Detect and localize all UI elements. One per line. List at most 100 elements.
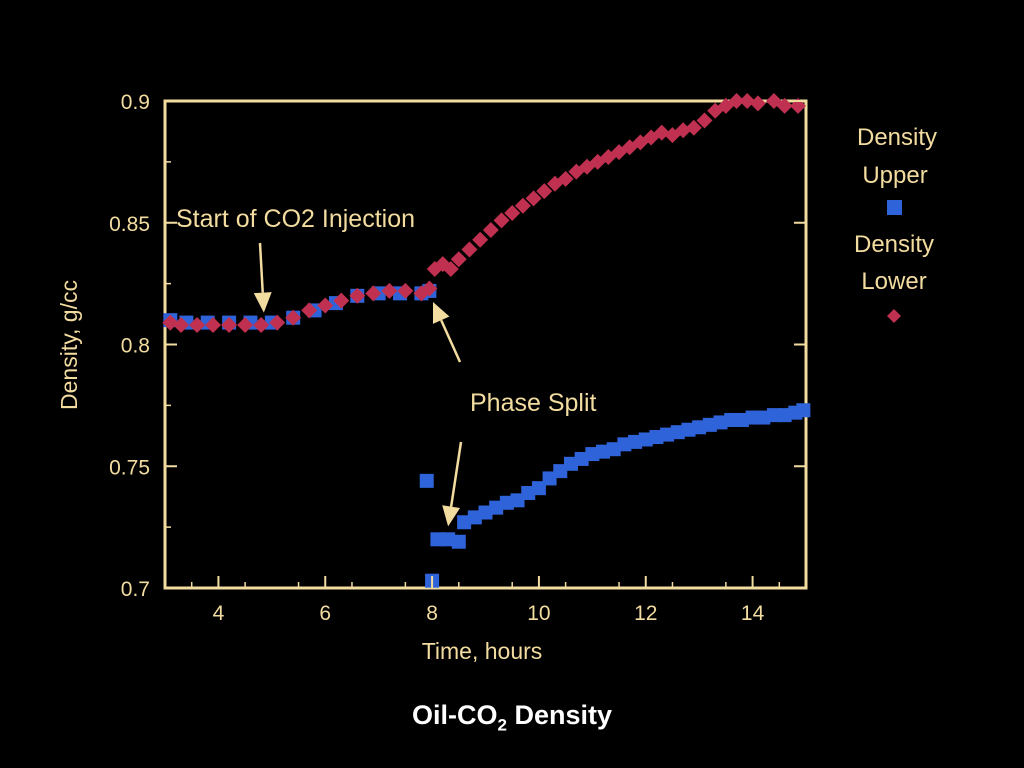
point-density-upper — [702, 417, 717, 432]
point-density-upper — [521, 486, 536, 501]
caption-subscript: 2 — [497, 715, 507, 735]
point-density-upper — [617, 437, 632, 452]
point-density-lower — [162, 314, 179, 331]
x-tick-label: 6 — [319, 602, 331, 625]
point-density-upper — [457, 515, 472, 530]
point-density-upper — [499, 495, 514, 510]
point-density-upper — [531, 481, 546, 496]
point-density-lower — [301, 302, 318, 319]
x-tick-label: 4 — [213, 602, 225, 625]
point-density-lower — [269, 314, 286, 331]
point-density-lower — [285, 309, 302, 326]
point-density-upper — [692, 420, 707, 435]
point-density-upper — [638, 432, 653, 447]
chart-caption: Oil-CO2 Density — [0, 700, 1024, 735]
point-density-lower — [739, 93, 756, 109]
point-density-upper — [563, 456, 578, 471]
density-chart: 4 6 8 10 12 14 0.7 0.75 0.8 0.85 0.9 Start of CO2… — [56, 91, 937, 664]
point-density-lower — [685, 119, 702, 136]
annotation-co2-injection: Start of CO2 Injection — [176, 205, 415, 233]
arrow-head — [253, 292, 272, 313]
arrow-shaft — [440, 319, 462, 363]
caption-suffix: Density — [506, 700, 612, 730]
point-density-lower — [525, 190, 542, 207]
x-tick-label: 10 — [527, 602, 550, 625]
point-density-lower — [728, 93, 745, 109]
point-density-upper — [596, 444, 611, 459]
arrow-head — [433, 302, 450, 324]
point-density-lower — [253, 317, 270, 334]
legend: Density Upper Density Lower — [854, 124, 937, 323]
point-density-upper — [478, 505, 493, 520]
arrow-phase-split-lower — [433, 302, 462, 363]
point-density-lower — [514, 197, 531, 214]
point-density-upper — [660, 427, 675, 442]
legend-upper-line1: Density — [857, 124, 937, 151]
point-density-lower — [317, 297, 334, 314]
point-density-lower — [653, 124, 670, 141]
point-density-upper — [756, 410, 771, 425]
arrow-phase-split-upper — [442, 441, 463, 527]
point-density-upper — [542, 471, 557, 486]
point-density-upper — [467, 510, 482, 525]
annotations: Start of CO2 Injection Phase Split — [176, 205, 597, 527]
point-density-lower — [365, 285, 382, 302]
point-density-lower — [333, 292, 350, 309]
point-density-upper — [606, 442, 621, 457]
point-density-lower — [675, 122, 692, 139]
point-density-upper — [649, 430, 664, 445]
x-axis-ticks: 4 6 8 10 12 14 — [190, 576, 781, 625]
point-density-upper — [796, 403, 811, 418]
point-density-lower — [557, 170, 574, 187]
legend-lower-line2: Lower — [861, 268, 926, 295]
point-density-upper — [510, 493, 525, 508]
x-tick-label: 12 — [634, 602, 657, 625]
point-density-upper — [430, 532, 445, 547]
series-density-lower — [162, 93, 806, 334]
y-tick-label: 0.7 — [121, 578, 150, 601]
point-density-upper — [553, 464, 568, 479]
y-tick-label: 0.85 — [109, 213, 150, 236]
point-density-lower — [749, 95, 766, 112]
point-density-lower — [442, 261, 459, 278]
point-density-lower — [504, 205, 521, 222]
arrow-shaft — [258, 242, 264, 293]
point-density-upper — [681, 422, 696, 437]
point-density-lower — [450, 251, 467, 268]
point-density-lower — [397, 282, 414, 299]
arrow-head — [442, 505, 461, 527]
point-density-lower — [461, 241, 478, 258]
y-tick-label: 0.9 — [121, 91, 150, 114]
point-density-upper — [777, 408, 792, 423]
point-density-upper — [628, 434, 643, 449]
x-tick-label: 14 — [741, 602, 765, 625]
point-density-upper — [451, 534, 466, 549]
point-density-upper — [574, 451, 589, 466]
x-axis-label: Time, hours — [422, 638, 543, 664]
point-density-upper — [489, 500, 504, 515]
point-density-upper — [670, 425, 685, 440]
point-density-lower — [776, 97, 793, 114]
x-tick-label: 8 — [426, 602, 438, 625]
point-density-lower — [696, 112, 713, 129]
caption-prefix: Oil-CO — [411, 700, 498, 730]
point-density-lower — [472, 231, 489, 248]
point-density-lower — [493, 212, 510, 229]
point-density-upper — [419, 473, 434, 488]
arrow-shaft — [449, 441, 463, 507]
legend-lower-line1: Density — [854, 231, 934, 258]
legend-upper-marker — [887, 200, 902, 215]
y-axis-ticks: 0.7 0.75 0.8 0.85 0.9 — [109, 91, 806, 601]
point-density-upper — [766, 408, 781, 423]
point-density-upper — [745, 410, 760, 425]
y-tick-label: 0.75 — [109, 456, 150, 479]
point-density-lower — [189, 317, 206, 334]
point-density-lower — [482, 222, 499, 239]
point-density-lower — [421, 280, 438, 297]
legend-lower-marker — [887, 309, 901, 323]
point-density-upper — [713, 415, 728, 430]
point-density-upper — [585, 447, 600, 462]
point-density-lower — [173, 317, 190, 334]
point-density-lower — [349, 287, 366, 304]
y-tick-label: 0.8 — [121, 335, 150, 358]
